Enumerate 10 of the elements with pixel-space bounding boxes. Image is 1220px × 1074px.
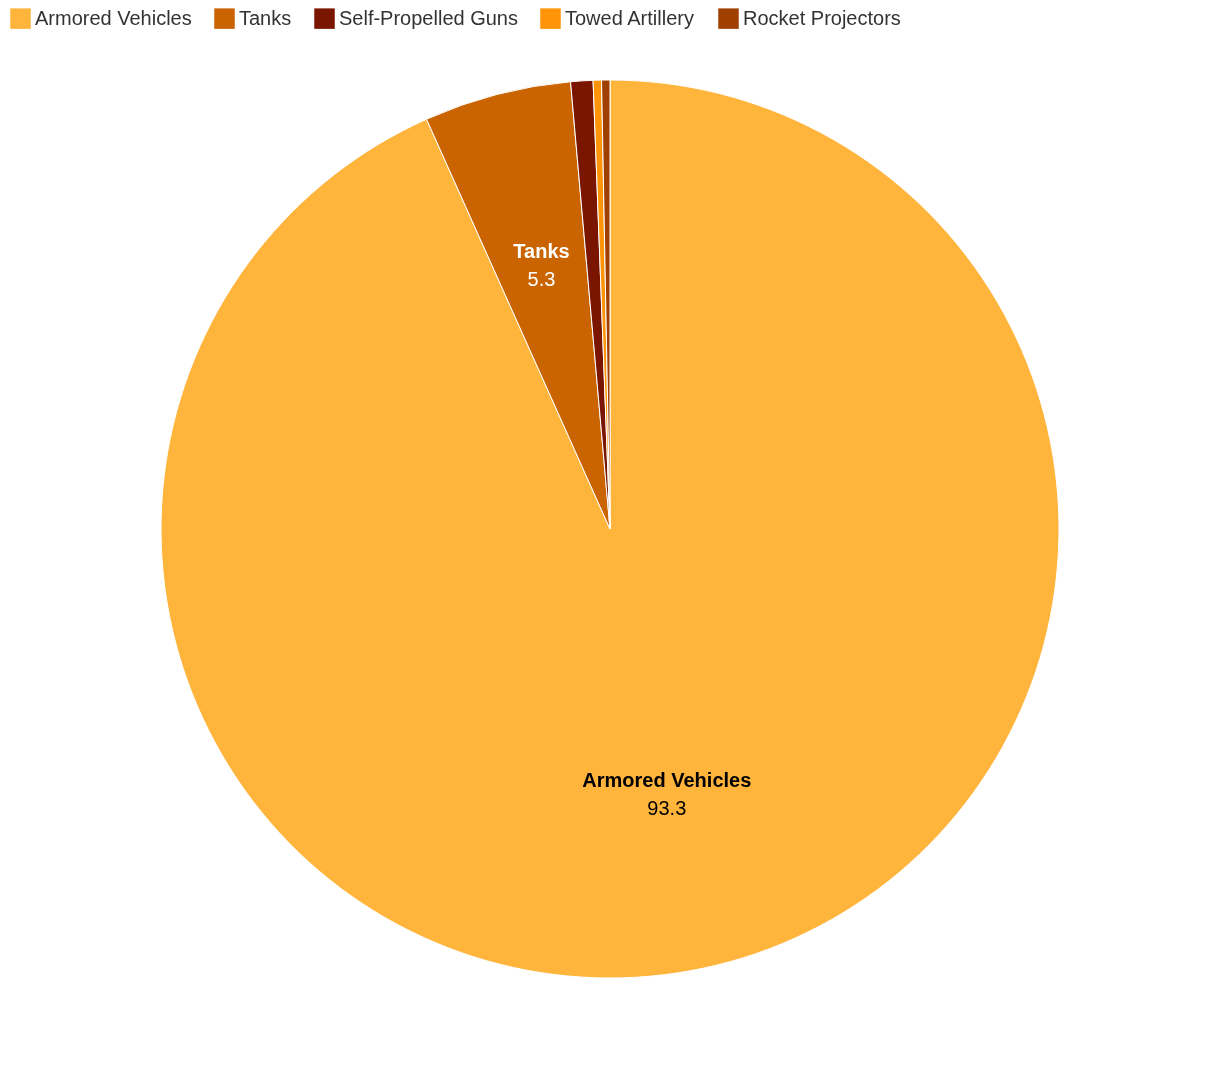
slice-label: Tanks xyxy=(513,239,570,262)
slice-label: Armored Vehicles xyxy=(582,769,752,791)
data-label: 93.3 xyxy=(647,797,687,819)
pie-slice xyxy=(160,79,1060,979)
legend-label: Rocket Projectors xyxy=(743,6,901,29)
legend-label: Self-Propelled Guns xyxy=(339,6,518,29)
data-label: 5.3 xyxy=(527,267,556,290)
legend-label: Armored Vehicles xyxy=(35,6,192,29)
legend-label: Tanks xyxy=(239,6,292,29)
legend-label: Towed Artillery xyxy=(565,6,694,29)
